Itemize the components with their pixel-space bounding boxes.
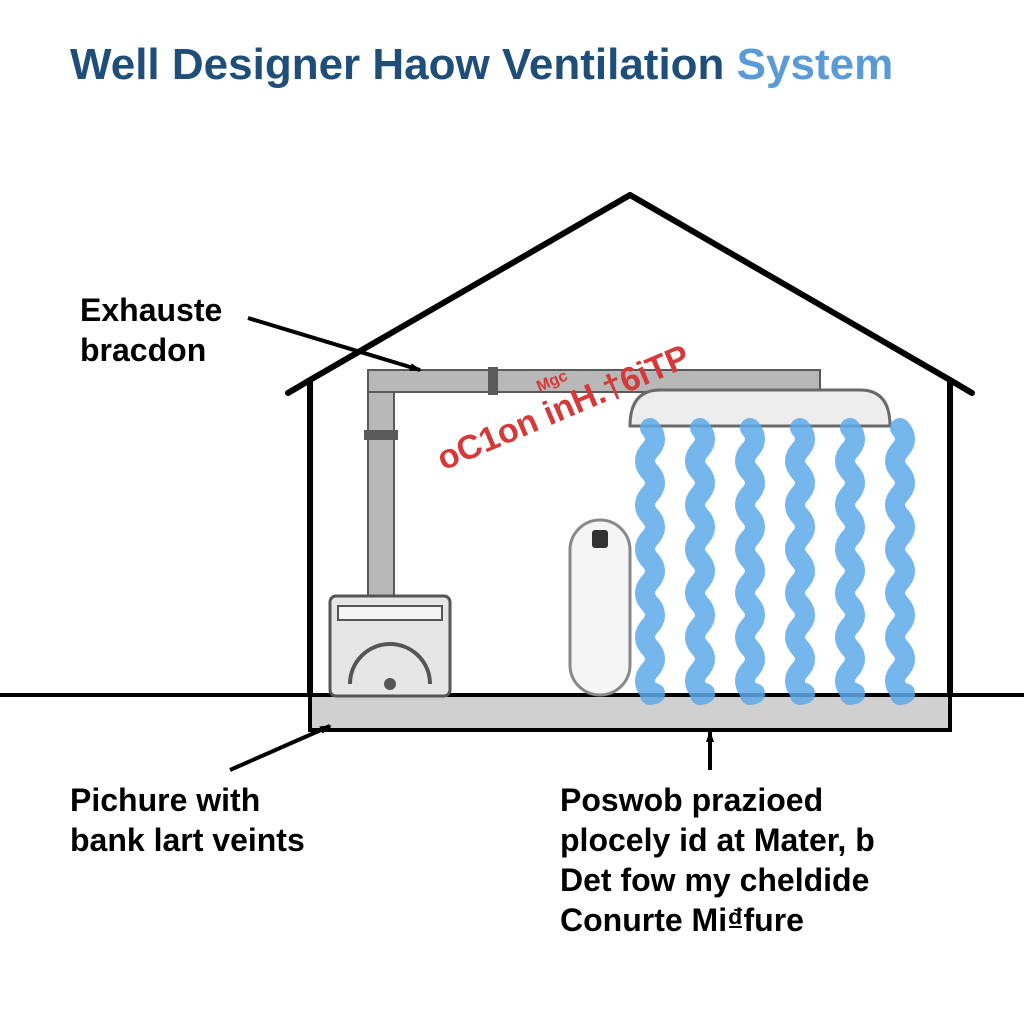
label-poswob: Poswob prazioed plocely id at Mater, b D… bbox=[560, 780, 875, 940]
label-poswob-line: Poswob prazioed bbox=[560, 780, 875, 820]
label-poswob-line: plocely id at Mater, b bbox=[560, 820, 875, 860]
label-pichure-line: bank lart veints bbox=[70, 820, 305, 860]
label-pichure-line: Pichure with bbox=[70, 780, 305, 820]
label-exhaust-line: bracdon bbox=[80, 330, 222, 370]
diagram-canvas: Well Designer Haow Ventilation System Ex… bbox=[0, 0, 1024, 1024]
label-poswob-line: Conurte Mi₫fure bbox=[560, 900, 875, 940]
label-poswob-line: Det fow my cheldide bbox=[560, 860, 875, 900]
label-exhaust: Exhauste bracdon bbox=[80, 290, 222, 370]
label-exhaust-line: Exhauste bbox=[80, 290, 222, 330]
label-pichure: Pichure with bank lart veints bbox=[70, 780, 305, 860]
